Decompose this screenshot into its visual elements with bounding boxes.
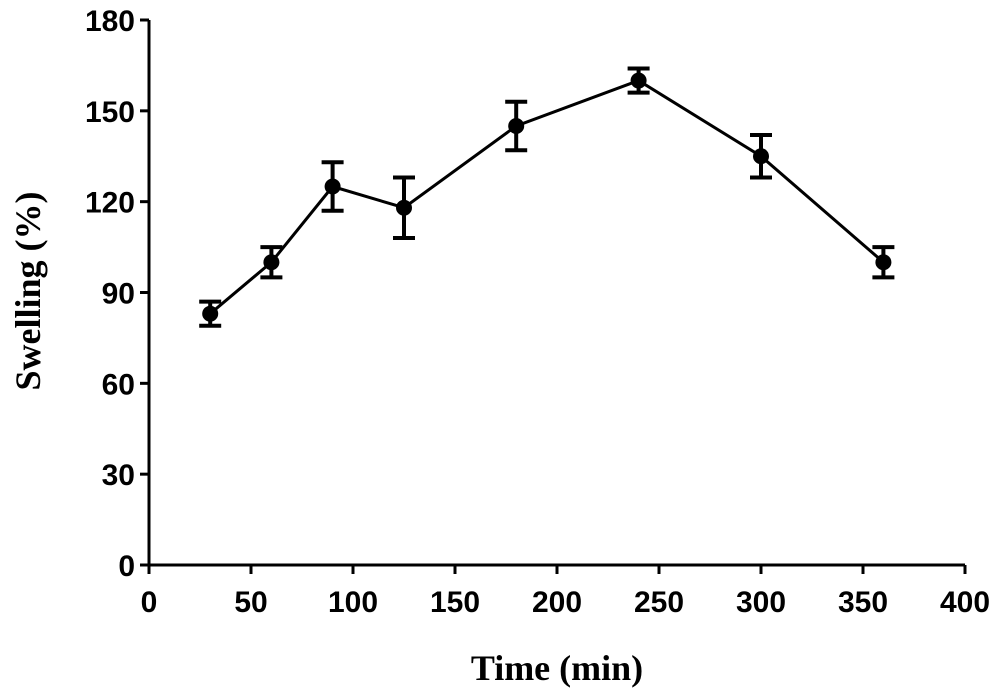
y-axis-title: Swelling (%) [8,191,48,390]
data-point [875,254,892,271]
data-point [508,117,525,134]
data-point [630,72,647,89]
y-tick-label: 0 [118,550,135,583]
x-tick-label: 100 [328,586,378,619]
x-tick-label: 250 [634,586,684,619]
y-tick-label: 90 [102,278,135,311]
x-tick-label: 200 [532,586,582,619]
x-tick-label: 150 [430,586,480,619]
y-tick-label: 120 [85,187,135,220]
x-tick-label: 350 [838,586,888,619]
x-tick-label: 400 [940,586,990,619]
axes: 0 30 60 90 120 150 180 0 50 100 150 200 250 300 350 400 [85,5,990,619]
x-axis-title: Time (min) [471,648,643,688]
data-point [396,199,412,216]
data-point [753,148,769,165]
plot-area [199,66,895,328]
data-point [202,305,219,322]
x-tick-label: 0 [141,586,158,619]
series-line [209,78,885,315]
data-point [263,254,280,271]
y-tick-label: 180 [85,5,135,38]
y-tick-label: 60 [102,368,135,401]
y-tick-label: 30 [102,459,135,492]
y-tick-label: 150 [85,96,135,129]
x-tick-label: 300 [736,586,786,619]
x-tick-label: 50 [234,586,267,619]
data-point [324,178,341,195]
